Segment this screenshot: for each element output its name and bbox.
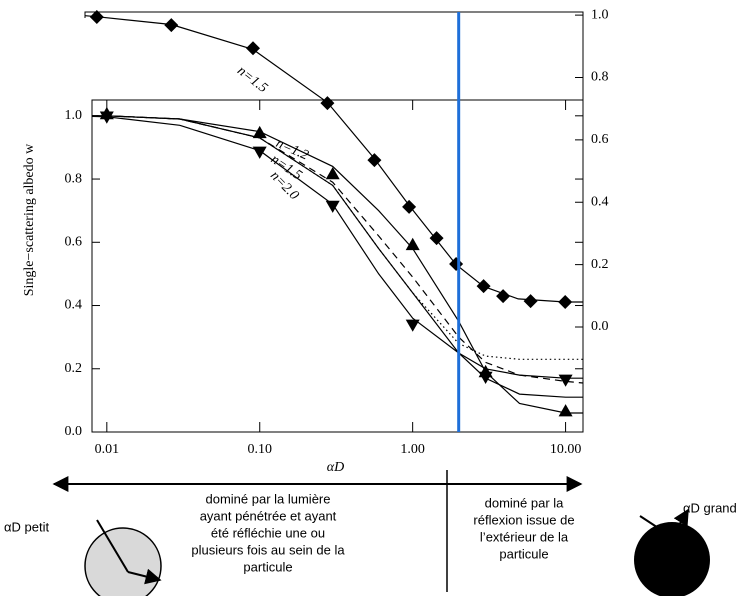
note-line: dominé par la [485,495,565,510]
note-line: été réfléchie une ou [211,525,325,540]
marker [429,231,444,246]
marker [164,18,179,33]
marker [367,153,382,168]
marker [523,294,538,309]
marker [558,295,573,309]
x-tick-label: 0.01 [95,442,120,457]
y-tick-label: 1.0 [65,108,83,123]
ray-out [127,568,162,585]
marker [405,237,420,251]
marker [325,200,340,213]
y-tick-label: 0.0 [65,424,83,439]
y-tick-label: 0.8 [591,70,609,85]
marker [99,111,114,124]
marker [476,279,491,294]
y-axis-label: Single−scattering albedo w [22,143,37,296]
marker [405,319,420,332]
curve [92,115,583,414]
ray-in [639,515,673,538]
marker [402,199,417,214]
y-tick-label: 0.8 [65,171,83,186]
right-label: αD grand [683,500,737,515]
note-line: réflexion issue de [473,512,574,527]
curve [84,15,583,303]
y-tick-label: 0.4 [65,298,83,313]
y-tick-label: 1.0 [591,7,609,22]
notes: dominé par la lumière ayant pénétrée et a… [191,491,574,574]
marker [558,374,573,387]
y-tick-label: 0.0 [591,319,609,334]
marker [496,289,511,304]
x-tick-label: 0.10 [247,442,272,457]
curve [92,115,583,360]
marker [89,10,104,24]
marker [478,371,493,384]
marker [558,404,573,417]
note-line: particule [499,546,548,561]
x-axis-label: αD [327,460,344,475]
y-tick-label: 0.2 [591,257,609,272]
note-line: dominé par la lumière [205,491,330,506]
plots: 0.0 0.2 0.4 0.6 0.8 1.0 n=1.5 0.0 0.2 0.4 0.6 0.8 1.… [22,7,608,475]
note-line: ayant pénétrée et ayant [200,508,337,523]
left-label: αD petit [4,519,49,534]
curve [91,115,583,379]
x-tick-label: 1.00 [400,442,425,457]
curve [92,115,584,384]
note-line: plusieurs fois au sein de la [191,542,345,557]
y-tick-label: 0.4 [591,194,609,209]
note-line: l’extérieur de la [480,529,569,544]
y-tick-label: 0.6 [65,235,83,250]
ray-in [96,519,129,573]
axis-frame [91,99,584,433]
marker [252,146,267,159]
y-tick-label: 0.2 [65,361,83,376]
marker [246,41,260,56]
y-tick-label: 0.6 [591,132,609,147]
note-line: particule [243,559,292,574]
large-particle [634,522,710,596]
marker [325,167,340,180]
curve [92,115,583,398]
marker [252,125,267,139]
x-tick-label: 10.00 [550,442,582,457]
curve-label: n=1.5 [234,63,270,96]
ray-out [671,508,689,538]
